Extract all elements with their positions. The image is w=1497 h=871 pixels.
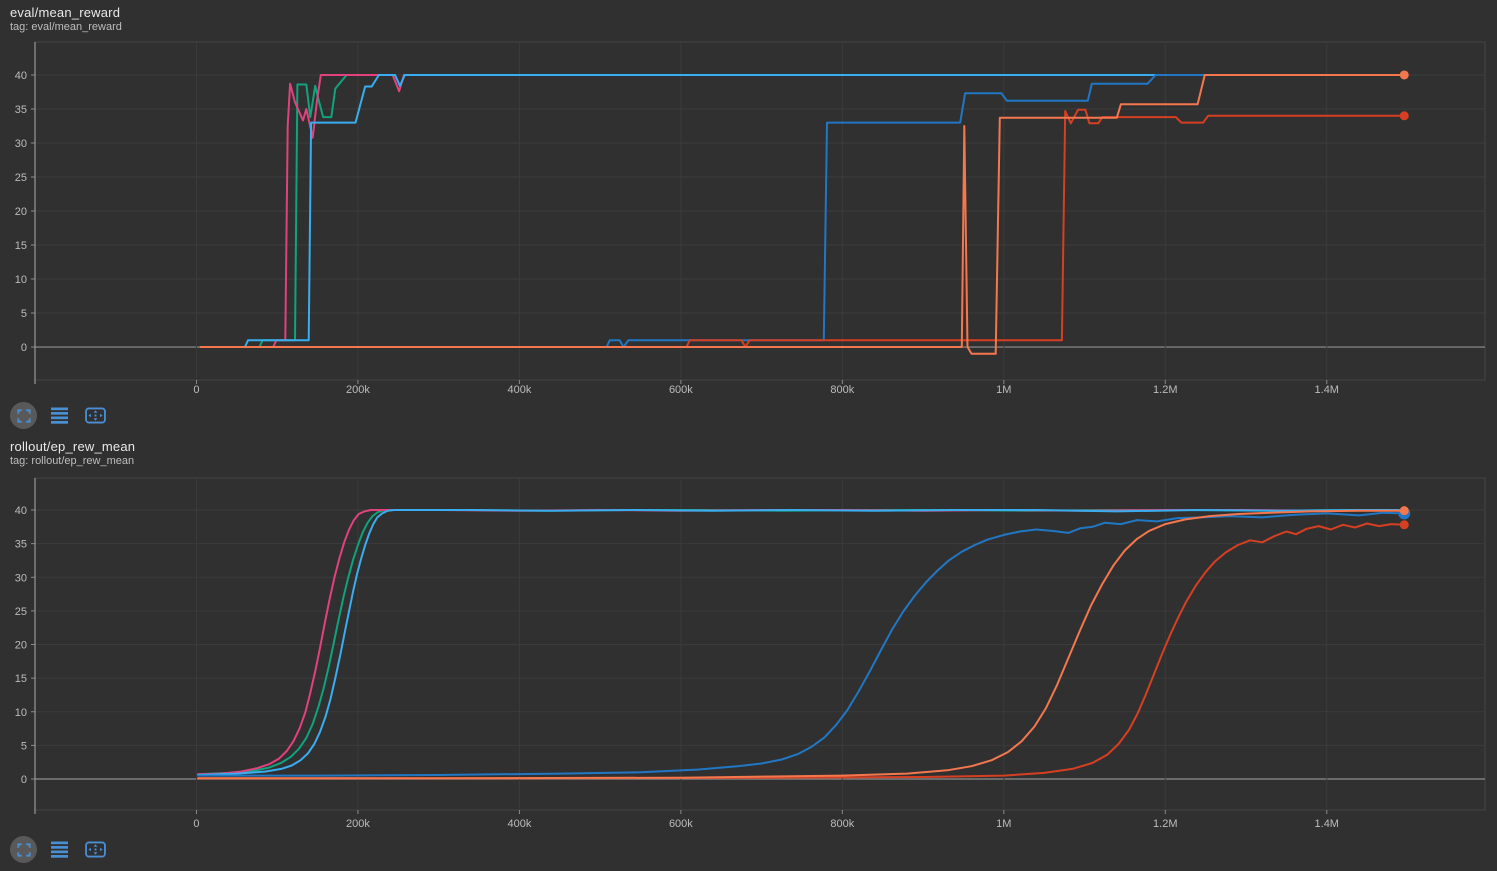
fit-domain-icon: [85, 841, 106, 858]
svg-text:200k: 200k: [346, 818, 370, 830]
svg-text:800k: 800k: [830, 384, 854, 396]
chart-tag: tag: rollout/ep_rew_mean: [10, 455, 135, 467]
data-table-button[interactable]: [46, 836, 73, 863]
svg-text:1.2M: 1.2M: [1153, 384, 1177, 396]
svg-text:800k: 800k: [830, 818, 854, 830]
svg-text:35: 35: [15, 539, 27, 551]
svg-text:20: 20: [15, 640, 27, 652]
fit-domain-button[interactable]: [82, 836, 109, 863]
svg-text:20: 20: [15, 206, 27, 218]
zoom-select-icon: [16, 408, 31, 423]
svg-text:600k: 600k: [669, 384, 693, 396]
chart-title: eval/mean_reward: [10, 5, 121, 20]
svg-text:10: 10: [15, 707, 27, 719]
svg-text:30: 30: [15, 572, 27, 584]
svg-text:0: 0: [193, 384, 199, 396]
svg-text:15: 15: [15, 673, 27, 685]
data-table-button[interactable]: [46, 402, 73, 429]
zoom-select-icon: [16, 842, 31, 857]
svg-text:200k: 200k: [346, 384, 370, 396]
svg-text:1M: 1M: [996, 818, 1011, 830]
chart-tag: tag: eval/mean_reward: [10, 21, 122, 33]
svg-text:25: 25: [15, 606, 27, 618]
fit-domain-button[interactable]: [82, 402, 109, 429]
svg-text:25: 25: [15, 172, 27, 184]
svg-text:1.4M: 1.4M: [1315, 818, 1339, 830]
svg-text:1M: 1M: [996, 384, 1011, 396]
svg-text:10: 10: [15, 274, 27, 286]
svg-text:0: 0: [21, 342, 27, 354]
zoom-select-button[interactable]: [10, 836, 37, 863]
zoom-select-button[interactable]: [10, 402, 37, 429]
svg-text:1.2M: 1.2M: [1153, 818, 1177, 830]
svg-text:15: 15: [15, 240, 27, 252]
data-table-icon: [51, 407, 68, 424]
svg-text:5: 5: [21, 740, 27, 752]
svg-text:30: 30: [15, 138, 27, 150]
svg-text:400k: 400k: [507, 384, 531, 396]
line-chart-eval[interactable]: 0 5 10 15 20 25 30 35 40 0 200k 400k 600k 800k 1M 1.2M 1…: [0, 30, 1497, 410]
chart-toolbar: [10, 402, 109, 429]
svg-text:0: 0: [21, 774, 27, 786]
chart-card-rollout: rollout/ep_rew_mean tag: rollout/ep_rew_…: [0, 434, 1497, 871]
svg-text:600k: 600k: [669, 818, 693, 830]
svg-text:40: 40: [15, 505, 27, 517]
svg-text:35: 35: [15, 104, 27, 116]
data-table-icon: [51, 841, 68, 858]
fit-domain-icon: [85, 407, 106, 424]
svg-text:40: 40: [15, 70, 27, 82]
svg-text:0: 0: [193, 818, 199, 830]
line-chart-rollout[interactable]: 0 5 10 15 20 25 30 35 40 0 200k 400k 600k 800k 1M 1.2M 1…: [0, 464, 1497, 844]
chart-title: rollout/ep_rew_mean: [10, 439, 136, 454]
chart-card-eval: eval/mean_reward tag: eval/mean_reward 0…: [0, 0, 1497, 434]
svg-text:400k: 400k: [507, 818, 531, 830]
chart-toolbar: [10, 836, 109, 863]
svg-text:5: 5: [21, 308, 27, 320]
svg-text:1.4M: 1.4M: [1315, 384, 1339, 396]
